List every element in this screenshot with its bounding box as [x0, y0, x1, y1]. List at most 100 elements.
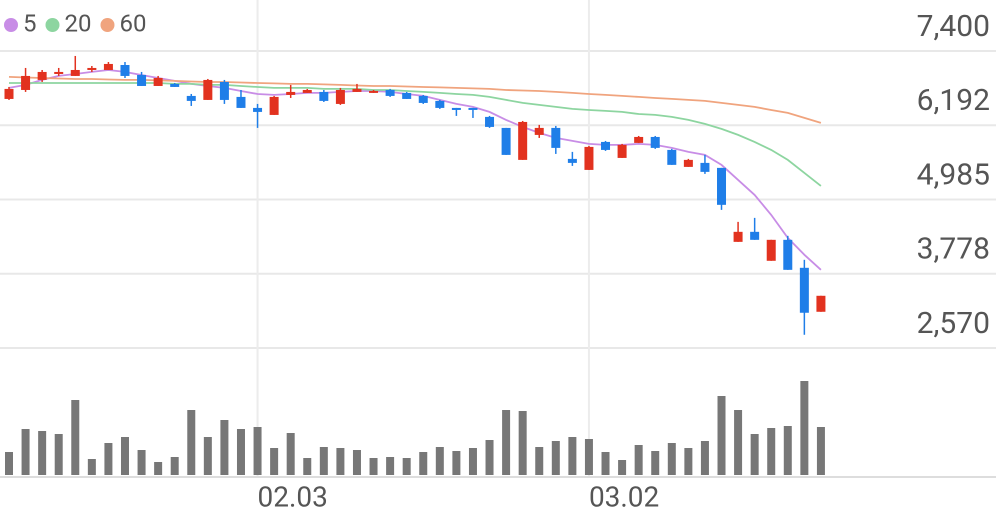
volume-bar [120, 437, 129, 475]
volume-bar [800, 381, 809, 475]
candle-body [501, 127, 511, 155]
volume-bar [386, 457, 395, 475]
volume-bar [518, 411, 527, 475]
volume-bar [700, 441, 709, 475]
candle-body [203, 79, 213, 100]
candle-body [418, 95, 428, 103]
volume-bar [137, 450, 146, 475]
candle-body [717, 167, 727, 205]
candle-body [584, 146, 594, 170]
volume-bar [568, 437, 577, 475]
candle-body [485, 116, 495, 127]
volume-bar [634, 445, 643, 475]
candle-body [103, 63, 113, 70]
volume-bar [54, 434, 63, 475]
candle-body [54, 71, 64, 74]
legend-label: 5 [23, 9, 37, 37]
candle-body [650, 136, 660, 148]
volume-bar [767, 428, 776, 475]
candle-body [369, 90, 379, 93]
candle-body [567, 158, 577, 163]
volume-bar [71, 400, 80, 475]
candle-body [269, 96, 279, 115]
volume-bar [38, 431, 47, 475]
candle-body [4, 88, 14, 99]
legend-marker [100, 18, 115, 32]
legend-label: 20 [65, 9, 92, 37]
volume-bar [816, 427, 825, 475]
volume-bar [236, 429, 245, 475]
y-tick-label: 4,985 [917, 157, 990, 192]
volume-bar [750, 434, 759, 475]
candle-body [137, 74, 147, 86]
volume-bar [402, 458, 411, 475]
candle-body [667, 149, 677, 165]
candle-body [750, 231, 760, 240]
volume-bar [468, 448, 477, 475]
candle-body [402, 92, 412, 99]
volume-bar [104, 443, 113, 475]
legend-marker [4, 18, 18, 32]
candle-body [253, 107, 263, 112]
volume-bar [154, 462, 163, 475]
volume-bar [286, 433, 295, 475]
candle-body [37, 71, 47, 80]
volume-bar [485, 440, 494, 475]
candle-body [319, 91, 329, 101]
volume-bar [734, 410, 743, 475]
candle-body [236, 96, 246, 108]
volume-bar [21, 429, 30, 475]
volume-bar [435, 447, 444, 475]
candle-body [87, 67, 97, 70]
volume-bar [651, 451, 660, 475]
candle-body [766, 239, 776, 261]
candle-body [352, 88, 362, 92]
candle-body [186, 95, 196, 101]
volume-bar [352, 450, 361, 475]
volume-bar [319, 447, 328, 475]
candle-body [451, 107, 461, 110]
x-tick-label: 02.03 [258, 480, 328, 513]
y-tick-label: 7,400 [917, 9, 990, 44]
legend-marker [45, 18, 60, 32]
candle-body [153, 77, 163, 86]
volume-bar [253, 427, 262, 475]
candle-body [70, 69, 80, 76]
candle-body [286, 91, 296, 95]
volume-bar [584, 439, 593, 475]
volume-bar [170, 457, 179, 475]
candle-body [21, 75, 31, 90]
candle-body [683, 159, 693, 167]
volume-bar [303, 458, 312, 475]
candle-body [816, 295, 826, 312]
legend-label: 60 [119, 9, 146, 37]
candle-body [468, 107, 478, 110]
candle-body [601, 141, 611, 150]
volume-bar [419, 452, 428, 475]
y-tick-label: 6,192 [917, 83, 990, 118]
volume-bar [717, 396, 726, 475]
volume-bar [684, 448, 693, 475]
candle-body [634, 136, 644, 143]
volume-bar [270, 448, 279, 475]
candle-body [799, 267, 809, 313]
candle-body [435, 100, 445, 108]
candle-body [335, 89, 345, 104]
volume-bar [87, 459, 96, 475]
volume-bar [783, 426, 792, 475]
candle-body [733, 231, 743, 242]
volume-bar [551, 441, 560, 475]
volume-bar [452, 451, 461, 475]
candle-body [120, 65, 130, 76]
y-tick-label: 2,570 [917, 306, 990, 341]
volume-bar [535, 447, 544, 475]
volume-bar [667, 443, 676, 475]
volume-bar [601, 452, 610, 475]
volume-bar [369, 458, 378, 475]
candle-body [302, 89, 312, 93]
candle-body [534, 127, 544, 135]
candle-body [170, 83, 180, 87]
volume-bar [220, 420, 229, 475]
volume-bar [336, 448, 345, 475]
